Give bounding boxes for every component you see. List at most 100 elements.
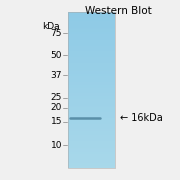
Bar	[68, 59, 115, 60]
Text: 25: 25	[51, 93, 62, 102]
Bar	[68, 85, 115, 87]
Bar	[68, 137, 115, 138]
Bar	[68, 123, 115, 124]
Bar	[68, 107, 115, 109]
Bar	[68, 166, 115, 168]
Text: 15: 15	[51, 118, 62, 127]
Bar	[68, 110, 115, 112]
Bar	[68, 37, 115, 39]
Text: 20: 20	[51, 103, 62, 112]
Bar	[68, 31, 115, 32]
Bar	[68, 24, 115, 26]
Bar	[68, 88, 115, 90]
Bar	[68, 143, 115, 145]
Bar	[68, 90, 115, 92]
Bar	[68, 79, 115, 81]
Bar	[68, 48, 115, 50]
Bar	[68, 28, 115, 29]
Bar	[68, 42, 115, 43]
Bar	[68, 50, 115, 51]
Bar	[68, 39, 115, 40]
Text: 37: 37	[51, 71, 62, 80]
Bar	[68, 17, 115, 18]
Bar	[68, 68, 115, 70]
Bar	[68, 84, 115, 85]
Bar	[68, 43, 115, 45]
Bar	[68, 23, 115, 24]
Bar	[68, 151, 115, 152]
Bar	[68, 112, 115, 113]
Bar	[68, 12, 115, 168]
Bar	[68, 20, 115, 21]
Bar	[68, 76, 115, 78]
Bar	[68, 40, 115, 42]
Bar	[68, 130, 115, 132]
Bar	[68, 92, 115, 93]
Bar	[68, 146, 115, 148]
Bar	[68, 98, 115, 99]
Text: 75: 75	[51, 28, 62, 37]
Bar	[68, 57, 115, 59]
Bar	[68, 95, 115, 96]
Text: kDa: kDa	[42, 22, 60, 31]
Bar	[68, 104, 115, 106]
Bar	[68, 21, 115, 23]
Bar	[68, 157, 115, 159]
Bar	[68, 74, 115, 76]
Bar	[68, 82, 115, 84]
Bar	[68, 62, 115, 64]
Bar	[68, 113, 115, 115]
Bar	[68, 101, 115, 102]
Bar	[68, 152, 115, 154]
Bar	[68, 53, 115, 54]
Text: 10: 10	[51, 141, 62, 150]
Bar	[68, 60, 115, 62]
Bar	[68, 134, 115, 135]
Bar	[68, 109, 115, 110]
Bar	[68, 35, 115, 37]
Bar	[68, 102, 115, 104]
Bar	[68, 54, 115, 56]
Bar	[68, 121, 115, 123]
Bar	[68, 81, 115, 82]
Bar	[68, 18, 115, 20]
Bar	[68, 56, 115, 57]
Bar	[68, 14, 115, 15]
Bar	[68, 93, 115, 95]
Bar	[68, 141, 115, 143]
Bar	[68, 46, 115, 48]
Bar	[68, 118, 115, 120]
Bar	[68, 15, 115, 17]
Bar	[68, 87, 115, 88]
Bar	[68, 78, 115, 79]
Bar	[68, 65, 115, 67]
Bar	[68, 148, 115, 149]
Bar	[68, 140, 115, 141]
Bar	[68, 127, 115, 129]
Bar	[68, 124, 115, 126]
Bar	[68, 115, 115, 116]
Bar	[68, 34, 115, 35]
Bar	[68, 145, 115, 146]
Bar	[68, 29, 115, 31]
Bar	[68, 67, 115, 68]
Bar	[68, 96, 115, 98]
Bar	[68, 160, 115, 162]
Bar	[68, 126, 115, 127]
Bar	[68, 64, 115, 65]
Bar	[68, 129, 115, 130]
Bar	[68, 159, 115, 160]
Bar	[68, 163, 115, 165]
Bar	[68, 45, 115, 46]
Bar	[68, 138, 115, 140]
Bar	[68, 135, 115, 137]
Text: Western Blot: Western Blot	[85, 6, 151, 16]
Bar	[68, 156, 115, 157]
Bar	[68, 165, 115, 166]
Text: ← 16kDa: ← 16kDa	[120, 113, 163, 123]
Bar	[68, 71, 115, 73]
Bar	[68, 116, 115, 118]
Bar	[68, 154, 115, 156]
Bar	[68, 132, 115, 134]
Bar	[68, 73, 115, 74]
